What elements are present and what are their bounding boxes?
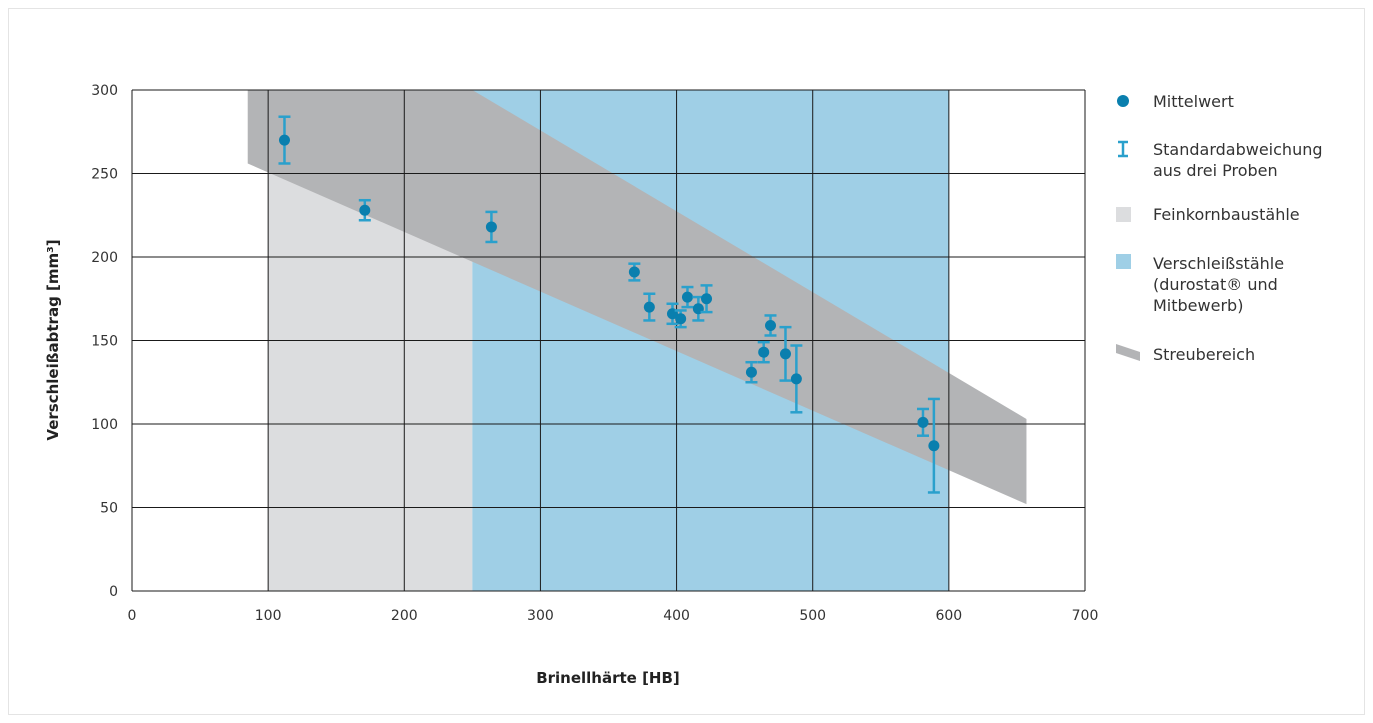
mean-marker-10 <box>701 293 713 305</box>
mean-marker-11 <box>745 366 757 378</box>
legend: Mittelwert Standardabweichung aus drei P… <box>1116 92 1323 364</box>
mean-marker-14 <box>779 348 791 360</box>
x-tick-label-100: 100 <box>255 608 282 624</box>
legend-mean-label: Mittelwert <box>1153 92 1234 111</box>
mean-marker-17 <box>928 440 940 452</box>
legend-std-label-line1: Standardabweichung <box>1153 140 1323 159</box>
mean-marker-12 <box>758 346 770 358</box>
legend-errorbar-marker <box>1118 140 1128 158</box>
data-point-2 <box>358 198 371 222</box>
data-point-10 <box>700 284 713 314</box>
legend-wear-steel-swatch <box>1116 254 1131 269</box>
x-tick-label-500: 500 <box>799 608 826 624</box>
data-point-7 <box>674 309 687 329</box>
legend-fine-grain-label: Feinkornbaustähle <box>1153 205 1300 224</box>
grid-layer <box>131 89 1086 592</box>
mean-marker-13 <box>765 319 777 331</box>
legend-wear-steel-label-line1: Verschleißstähle <box>1153 254 1284 273</box>
scatter-band-layer <box>247 90 1027 505</box>
y-tick-label-200: 200 <box>91 250 118 266</box>
y-axis-title: Verschleißabtrag [mm³] <box>44 239 62 440</box>
x-axis-title: Brinellhärte [HB] <box>536 669 680 687</box>
scatter-band <box>247 90 1027 505</box>
legend-scatter-band-swatch <box>1116 344 1140 361</box>
legend-wear-steel-label-line3: Mitbewerb) <box>1153 296 1243 315</box>
legend-fine-grain-swatch <box>1116 207 1131 222</box>
tick-labels-layer: 0 100 200 300 400 500 600 700 0 50 100 150 200 250 300 <box>91 83 1098 624</box>
mean-marker-15 <box>790 373 802 385</box>
data-point-5 <box>643 292 656 322</box>
y-tick-label-250: 250 <box>91 167 118 183</box>
legend-std-label-line2: aus drei Proben <box>1153 161 1278 180</box>
data-point-15 <box>790 344 803 414</box>
mean-marker-3 <box>485 221 497 233</box>
data-point-13 <box>764 314 777 337</box>
mean-marker-4 <box>628 266 640 278</box>
x-tick-label-400: 400 <box>663 608 690 624</box>
data-point-1 <box>278 115 291 165</box>
data-point-17 <box>927 397 940 494</box>
x-tick-label-600: 600 <box>935 608 962 624</box>
y-tick-label-300: 300 <box>91 83 118 99</box>
y-tick-label-100: 100 <box>91 417 118 433</box>
x-tick-label-0: 0 <box>128 608 137 624</box>
mean-marker-1 <box>278 134 290 146</box>
x-tick-label-200: 200 <box>391 608 418 624</box>
data-point-12 <box>757 340 770 364</box>
data-point-11 <box>745 360 758 384</box>
data-point-3 <box>485 210 498 244</box>
data-point-8 <box>681 285 694 309</box>
mean-marker-8 <box>681 291 693 303</box>
mean-marker-16 <box>917 416 929 428</box>
data-point-14 <box>779 325 792 382</box>
y-tick-label-0: 0 <box>109 584 118 600</box>
data-point-16 <box>916 407 929 437</box>
legend-scatter-band-label: Streubereich <box>1153 345 1255 364</box>
points-layer <box>278 115 940 494</box>
mean-marker-5 <box>643 301 655 313</box>
legend-wear-steel-label-line2: (durostat® und <box>1153 275 1278 294</box>
mean-marker-7 <box>675 313 687 325</box>
x-tick-label-300: 300 <box>527 608 554 624</box>
y-tick-label-150: 150 <box>91 334 118 350</box>
data-point-4 <box>628 262 641 282</box>
legend-mean-marker <box>1117 95 1129 107</box>
x-tick-label-700: 700 <box>1072 608 1099 624</box>
y-tick-label-50: 50 <box>100 501 118 517</box>
mean-marker-2 <box>359 204 371 216</box>
